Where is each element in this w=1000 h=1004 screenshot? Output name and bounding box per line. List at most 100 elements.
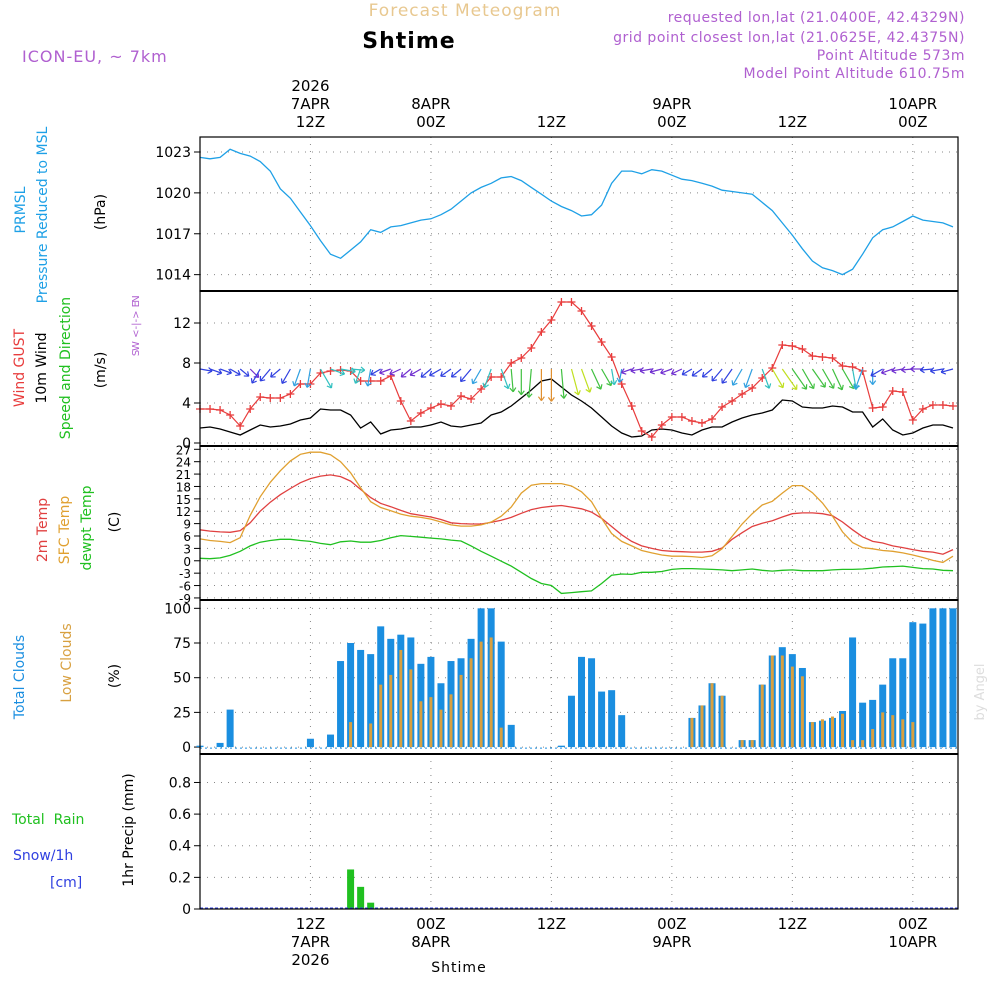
wind-arrow-shaft	[791, 368, 807, 390]
wind-arrow	[801, 368, 815, 390]
wind-arrow-head	[370, 369, 376, 376]
wind-arrow-shaft	[293, 368, 301, 387]
wind-arrow-head	[471, 378, 478, 385]
sfc-temp-line	[199, 451, 954, 564]
low-cloud-bar	[469, 658, 473, 748]
gust-marker	[577, 307, 586, 315]
wind-arrow-head	[869, 380, 877, 385]
wind-arrow-head	[216, 368, 223, 376]
prmsl-line	[199, 148, 954, 276]
bottom-time-label: 12Z	[296, 915, 325, 933]
gust-marker	[858, 367, 867, 375]
panel-4: 0 0.2 0.4 0.6 0.8	[169, 753, 959, 918]
wind-arrow-shaft	[852, 368, 857, 390]
y-tick-label: 9	[183, 518, 191, 532]
wind-arrow	[691, 368, 703, 377]
rain-bar	[367, 902, 375, 909]
wind-arrow-head	[616, 377, 624, 383]
total-cloud-bar	[588, 658, 596, 748]
gust-marker	[557, 298, 566, 306]
low-cloud-bar	[810, 722, 814, 748]
wind-gust-line	[200, 301, 954, 438]
wind-arrow	[639, 367, 652, 374]
total-cloud-bar	[849, 637, 857, 748]
panel-0: 1014 1017 1020 1023	[155, 136, 959, 292]
wind-arrow-shaft	[354, 368, 362, 384]
wind-arrow-head	[919, 366, 925, 374]
wind-arrow-shaft	[702, 368, 713, 378]
y-tick-label: 18	[176, 480, 191, 494]
gust-marker	[216, 406, 225, 414]
panel-1: 0 4 8 12	[173, 290, 959, 452]
wind-arrow-head	[250, 378, 257, 384]
gust-marker	[547, 316, 556, 324]
low-clouds-label: Low Clouds	[59, 623, 75, 702]
wind-arrow-head	[409, 370, 416, 377]
wind-arrow-shaft	[249, 368, 260, 378]
wind-arrow	[711, 368, 723, 382]
wind-arrow	[270, 368, 281, 378]
low-cloud-bar	[459, 674, 463, 748]
total-cloud-bar	[618, 715, 626, 748]
gust-marker	[286, 390, 295, 398]
low-cloud-bar	[790, 666, 794, 748]
gust-marker	[226, 411, 235, 419]
prmsl-label: PRMSL	[13, 186, 29, 233]
top-time-label: 10APR	[888, 95, 937, 113]
gust-marker	[467, 395, 476, 403]
gust-marker	[436, 400, 445, 408]
wind-arrow-head	[731, 380, 738, 386]
dewpt-line	[199, 534, 954, 595]
wind-arrow	[370, 368, 382, 376]
wind-arrow-head	[764, 383, 772, 389]
wind-arrow-head	[900, 366, 906, 374]
wind-arrow-shaft	[691, 368, 703, 377]
total-cloud-bar	[226, 709, 234, 748]
total-cloud-bar	[899, 658, 907, 748]
wind-arrow-head	[891, 366, 897, 374]
wind-arrow	[460, 368, 472, 383]
wind-arrow-head	[610, 379, 618, 386]
wind-arrow	[853, 368, 864, 390]
gust-marker	[718, 403, 727, 411]
wind-arrow	[400, 368, 412, 378]
wind-arrow-head	[243, 371, 250, 377]
wind-arrow	[781, 368, 798, 391]
wind-arrow	[570, 368, 581, 396]
wind-arrow	[292, 368, 301, 387]
y-tick-label: 1020	[155, 186, 191, 202]
wind-arrow	[219, 368, 232, 376]
wind-arrow-head	[525, 392, 533, 398]
wind-arrow-shaft	[618, 368, 623, 383]
wind-arrow	[249, 368, 260, 379]
low-cloud-bar	[750, 740, 754, 748]
total-cloud-bar	[889, 658, 897, 748]
compass-we: W <-|-> E	[131, 301, 142, 351]
wind-arrow-shaft	[270, 368, 281, 378]
wind-arrow	[610, 368, 618, 386]
wind-arrow-shaft	[732, 368, 743, 386]
wind-arrow	[630, 366, 642, 374]
low-cloud-bar	[399, 649, 403, 748]
y-tick-label: 21	[176, 468, 191, 482]
wind-arrow-shaft	[801, 368, 815, 389]
y-tick-label: 8	[182, 356, 191, 372]
y-tick-label: -9	[179, 592, 191, 606]
y-tick-label: 6	[183, 530, 191, 544]
total-clouds-label: Total Clouds	[12, 635, 28, 720]
wind-arrow-head	[420, 372, 427, 378]
wind-arrow-head	[701, 371, 708, 378]
low-cloud-bar	[720, 695, 724, 748]
wind-arrow	[517, 369, 525, 396]
wind-arrow-shaft	[590, 368, 602, 390]
top-time-label: 8APR	[411, 95, 450, 113]
wind-arrow-shaft	[744, 368, 753, 388]
total-cloud-bar	[929, 608, 937, 748]
model-label: ICON-EU, ~ 7km	[22, 47, 168, 66]
wind-arrow-shaft	[941, 368, 954, 373]
wind-arrow-shaft	[209, 368, 222, 374]
